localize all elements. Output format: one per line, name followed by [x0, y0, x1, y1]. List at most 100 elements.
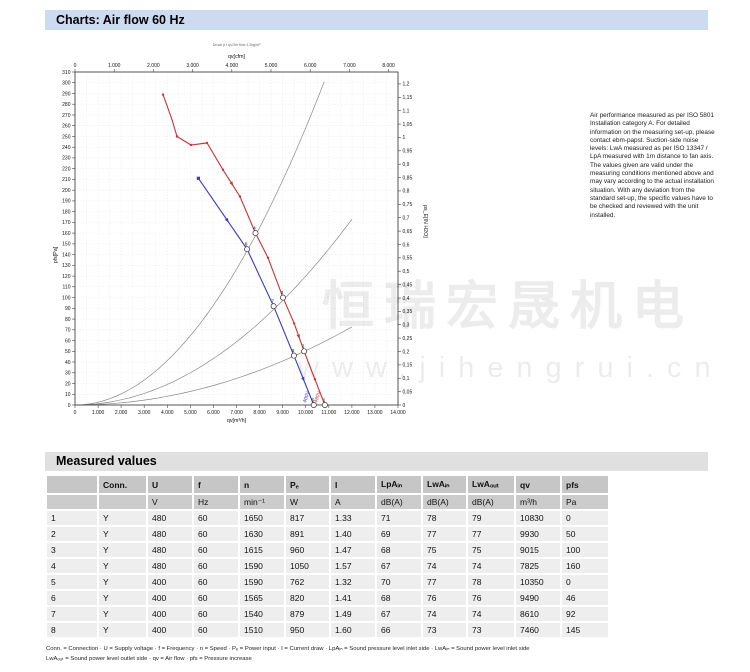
svg-text:40: 40: [65, 360, 71, 366]
table-cell: 60: [194, 559, 238, 573]
table-cell: 891: [286, 527, 329, 541]
table-cell: 1650: [240, 511, 284, 525]
svg-text:100: 100: [62, 295, 71, 301]
note-line: The values given are valid under the: [590, 161, 694, 169]
svg-text:0,95: 0,95: [403, 149, 413, 155]
table-cell: 1510: [240, 623, 284, 637]
table-cell: 160: [562, 559, 608, 573]
table-cell: 7: [47, 607, 97, 621]
svg-text:1.000: 1.000: [92, 410, 105, 416]
svg-text:2.000: 2.000: [115, 410, 128, 416]
svg-text:30: 30: [65, 371, 71, 377]
table-cell: 400: [148, 591, 192, 605]
column-unit: Pa: [562, 495, 608, 509]
svg-text:1: 1: [323, 397, 326, 403]
table-cell: 1615: [240, 543, 284, 557]
table-cell: 1050: [286, 559, 329, 573]
svg-text:13.000: 13.000: [367, 410, 383, 416]
svg-text:0,8: 0,8: [403, 189, 410, 195]
svg-text:0,85: 0,85: [403, 175, 413, 181]
table-row: 5 Y 400 60 1590 762 1.32 70 77 78 10350 0: [47, 575, 608, 589]
note-line: levels: LwA measured as per ISO 13347 /: [590, 145, 708, 153]
svg-text:3.000: 3.000: [138, 410, 151, 416]
svg-text:1,1: 1,1: [403, 109, 410, 115]
table-cell: 66: [377, 623, 421, 637]
table-cell: 60: [194, 607, 238, 621]
svg-text:qv[m³/h]: qv[m³/h]: [227, 418, 247, 424]
table-cell: Y: [99, 543, 146, 557]
svg-text:220: 220: [62, 167, 71, 173]
note-line: standard set-up, the specific values hav…: [590, 194, 713, 202]
column-header: qv: [516, 476, 560, 493]
svg-text:70: 70: [65, 328, 71, 334]
table-cell: 77: [468, 527, 514, 541]
table-cell: 67: [377, 559, 421, 573]
note-line: installed.: [590, 211, 616, 219]
svg-text:6.000: 6.000: [207, 410, 220, 416]
table-cell: 68: [377, 543, 421, 557]
table-cell: 3: [47, 543, 97, 557]
svg-text:6: 6: [292, 348, 295, 354]
svg-text:1.000: 1.000: [108, 63, 121, 69]
svg-text:5.000: 5.000: [265, 63, 278, 69]
svg-text:200: 200: [62, 188, 71, 194]
note-line: be checked and reviewed with the unit: [590, 203, 699, 211]
table-cell: 50: [562, 527, 608, 541]
table-cell: 1: [47, 511, 97, 525]
table-row: 3 Y 480 60 1615 960 1.47 68 75 75 9015 100: [47, 543, 608, 557]
svg-text:1,15: 1,15: [403, 95, 413, 101]
table-cell: 10830: [516, 511, 560, 525]
table-row: 4 Y 480 60 1590 1050 1.57 67 74 74 7825 160: [47, 559, 608, 573]
table-cell: 60: [194, 543, 238, 557]
table-cell: 74: [423, 607, 466, 621]
table-cell: 75: [468, 543, 514, 557]
table-cell: 1630: [240, 527, 284, 541]
svg-text:60: 60: [65, 338, 71, 344]
table-cell: 0: [562, 575, 608, 589]
table-cell: 100: [562, 543, 608, 557]
svg-text:4.000: 4.000: [226, 63, 239, 69]
table-cell: 60: [194, 623, 238, 637]
column-unit: dB(A): [377, 495, 421, 509]
svg-text:120: 120: [62, 274, 71, 280]
svg-text:8.000: 8.000: [253, 410, 266, 416]
table-cell: 1.33: [331, 511, 375, 525]
table-cell: 60: [194, 527, 238, 541]
table-cell: 1.49: [331, 607, 375, 621]
table-cell: 1.41: [331, 591, 375, 605]
table-cell: 77: [423, 575, 466, 589]
table-cell: 1.32: [331, 575, 375, 589]
svg-text:310: 310: [62, 70, 71, 76]
table-cell: 74: [423, 559, 466, 573]
table-cell: 480: [148, 543, 192, 557]
note-line: contact ebm-papst. Suction-side noise: [590, 136, 699, 144]
table-row: 7 Y 400 60 1540 879 1.49 67 74 74 8610 92: [47, 607, 608, 621]
note-line: Installation category A. For detailed: [590, 120, 690, 128]
watermark-url: www.jihengrui.cn: [298, 352, 724, 384]
table-row: 6 Y 400 60 1565 820 1.41 68 76 76 9490 46: [47, 591, 608, 605]
svg-text:4: 4: [253, 226, 256, 232]
column-unit: W: [286, 495, 329, 509]
svg-text:300: 300: [62, 81, 71, 87]
table-cell: 879: [286, 607, 329, 621]
table-cell: 9490: [516, 591, 560, 605]
charts-section-title: Charts: Air flow 60 Hz: [56, 13, 185, 27]
svg-text:1: 1: [403, 135, 406, 141]
section-header-measured-values: Measured values: [45, 452, 708, 471]
svg-text:5.000: 5.000: [184, 410, 197, 416]
svg-text:7.000: 7.000: [343, 63, 356, 69]
table-cell: 1.40: [331, 527, 375, 541]
svg-text:400V: 400V: [302, 390, 312, 404]
table-cell: 950: [286, 623, 329, 637]
table-cell: 1590: [240, 559, 284, 573]
svg-text:3: 3: [281, 290, 284, 296]
table-cell: 76: [423, 591, 466, 605]
svg-text:0: 0: [74, 63, 77, 69]
column-unit: m³/h: [516, 495, 560, 509]
svg-text:3.000: 3.000: [186, 63, 199, 69]
table-cell: 1590: [240, 575, 284, 589]
note-line: LpA measured with 1m distance to fan axi…: [590, 153, 714, 161]
table-cell: 7460: [516, 623, 560, 637]
svg-text:240: 240: [62, 145, 71, 151]
